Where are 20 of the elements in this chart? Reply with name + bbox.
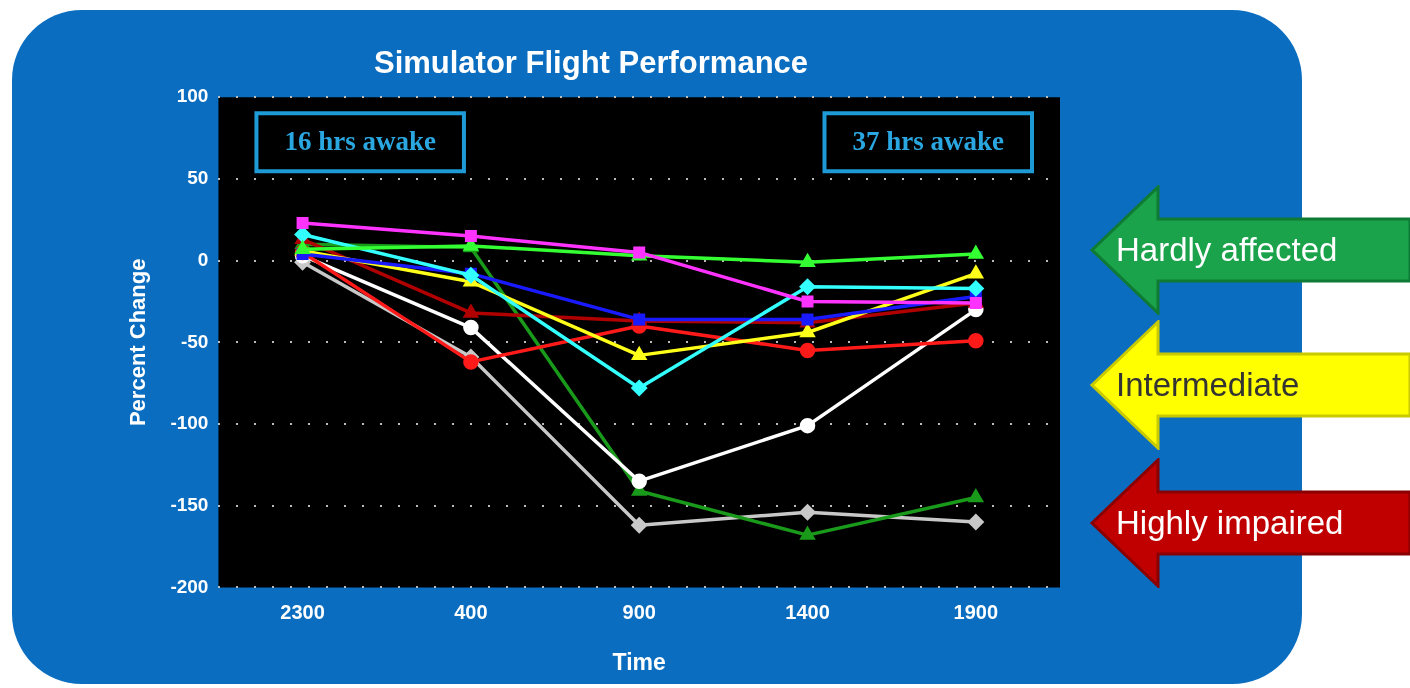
y-tick-label: 100 (176, 85, 209, 107)
y-tick-label: 0 (197, 248, 209, 270)
x-tick-label: 2300 (280, 600, 325, 623)
x-tick-label: 1900 (953, 600, 999, 623)
y-tick-label: -200 (170, 575, 209, 597)
x-axis-title: Time (612, 648, 666, 675)
x-tick-label: 1400 (785, 600, 830, 623)
x-tick-label: 900 (622, 600, 656, 623)
y-tick-label: -150 (170, 493, 209, 515)
left-arrow-icon: Hardly affected (1090, 185, 1410, 315)
left-arrow-icon: Highly impaired (1090, 458, 1410, 588)
y-axis-title: Percent Change (125, 258, 151, 427)
annotation: 37 hrs awake (852, 126, 1005, 157)
annotation: 16 hrs awake (284, 126, 436, 157)
y-tick-label: 50 (187, 167, 209, 189)
y-tick-label: -50 (180, 330, 209, 352)
y-tick-label: -100 (170, 412, 209, 434)
left-arrow-icon: Intermediate (1090, 320, 1410, 450)
chart-title: Simulator Flight Performance (373, 45, 809, 81)
x-tick-label: 400 (454, 600, 488, 623)
